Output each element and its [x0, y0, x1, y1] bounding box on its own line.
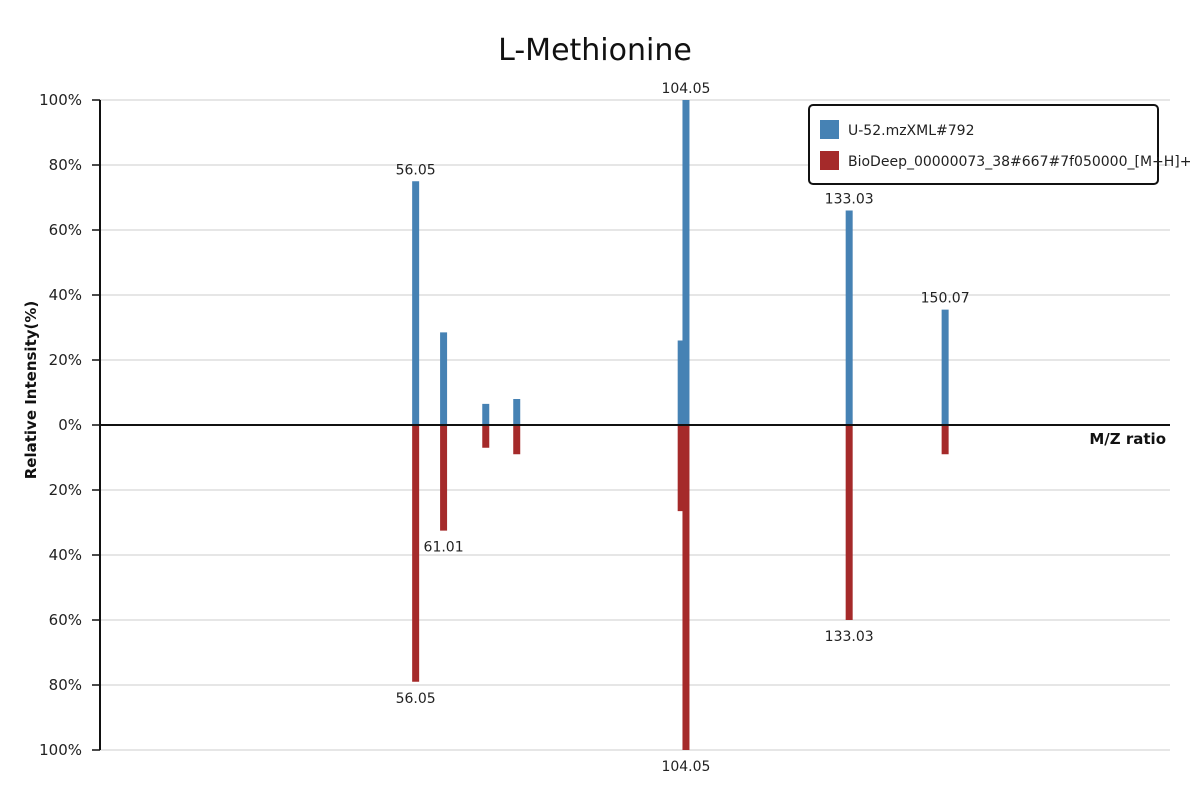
peak-label-s1-5: 104.05: [661, 759, 710, 775]
peak-label-s1-1: 61.01: [424, 540, 464, 556]
y-tick-label-2: 60%: [49, 221, 82, 239]
y-tick-label-3: 40%: [49, 286, 82, 304]
peak-bar-s1-0: [412, 425, 420, 682]
peak-bar-s0-4: [677, 340, 685, 425]
bars-layer: [412, 100, 949, 750]
peak-bar-s0-1: [440, 332, 448, 425]
peak-bar-s0-6: [845, 210, 853, 425]
y-tick-label-8: 60%: [49, 611, 82, 629]
y-tick-label-1: 80%: [49, 156, 82, 174]
legend-box: [808, 104, 1159, 185]
axis-layer: 100% 80% 60% 40% 20% 0% 20% 40% 60% 80% 100%: [39, 91, 1170, 759]
x-axis-title: M/Z ratio: [1089, 430, 1166, 448]
y-tick-label-10: 100%: [39, 741, 82, 759]
chart-title: L-Methionine: [498, 33, 692, 68]
legend: U-52.mzXML#792 BioDeep_00000073_38#667#7…: [808, 104, 1191, 185]
peak-bar-s0-3: [513, 399, 521, 425]
y-tick-label-4: 20%: [49, 351, 82, 369]
legend-swatch-query: [820, 120, 839, 139]
y-axis-title: Relative Intensity(%): [22, 301, 40, 480]
peak-bar-s1-4: [677, 425, 685, 512]
peak-bar-s1-1: [440, 425, 448, 531]
peak-label-s0-7: 150.07: [921, 291, 970, 307]
y-tick-label-6: 20%: [49, 481, 82, 499]
y-tick-label-9: 80%: [49, 676, 82, 694]
peak-bar-s0-2: [482, 403, 490, 425]
legend-swatch-reference: [820, 151, 839, 170]
peak-label-s1-0: 56.05: [396, 691, 436, 707]
peak-label-s0-5: 104.05: [661, 81, 710, 97]
peak-bar-s1-7: [941, 425, 949, 455]
peak-bar-s1-2: [482, 425, 490, 448]
peak-label-s1-6: 133.03: [825, 629, 874, 645]
peak-bar-s1-5: [682, 425, 690, 750]
label-layer: 56.05 104.05 133.03 150.07 56.05 61.01 104.05 1…: [396, 81, 970, 775]
legend-label-query: U-52.mzXML#792: [848, 123, 974, 139]
peak-bar-s0-7: [941, 309, 949, 425]
peak-bar-s1-6: [845, 425, 853, 620]
y-tick-label-5: 0%: [58, 416, 82, 434]
y-tick-label-0: 100%: [39, 91, 82, 109]
peak-bar-s0-5: [682, 100, 690, 425]
legend-label-reference: BioDeep_00000073_38#667#7f050000_[M+H]+: [848, 154, 1191, 170]
peak-label-s0-0: 56.05: [396, 162, 436, 178]
grid-layer: [100, 99, 1170, 751]
peak-bar-s1-3: [513, 425, 521, 455]
y-tick-label-7: 40%: [49, 546, 82, 564]
peak-label-s0-6: 133.03: [825, 192, 874, 208]
peak-bar-s0-0: [412, 181, 420, 425]
